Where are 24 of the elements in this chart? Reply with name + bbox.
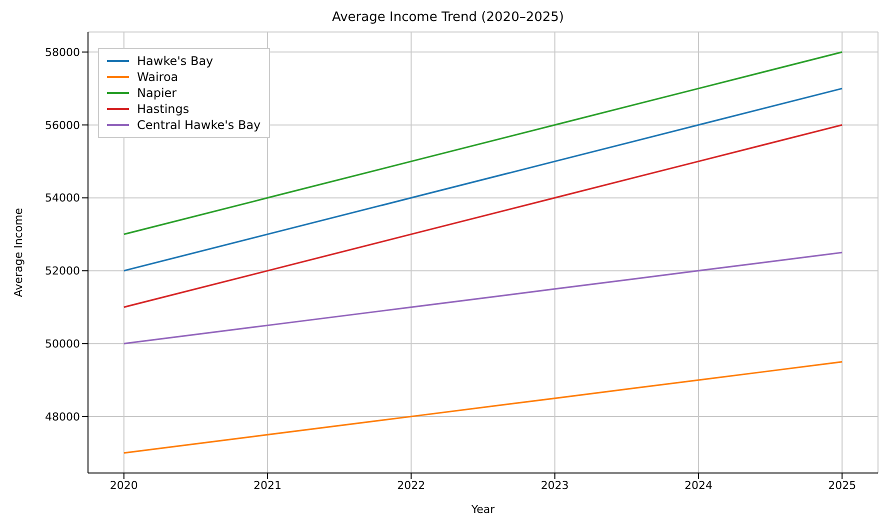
line-series bbox=[123, 88, 843, 272]
line-series bbox=[123, 361, 843, 454]
x-tick-label: 2024 bbox=[684, 478, 712, 492]
line-series bbox=[123, 51, 843, 236]
x-tick-label: 2021 bbox=[254, 478, 282, 492]
legend-label: Central Hawke's Bay bbox=[137, 117, 261, 133]
y-tick-label: 56000 bbox=[45, 118, 80, 132]
legend-label: Wairoa bbox=[137, 69, 178, 85]
y-tick-label: 50000 bbox=[45, 338, 80, 351]
y-tick-label: 48000 bbox=[45, 410, 80, 424]
y-tick-label: 58000 bbox=[45, 46, 80, 59]
legend-label: Napier bbox=[137, 85, 177, 101]
y-tick-label: 52000 bbox=[45, 264, 80, 278]
y-tick-label: 54000 bbox=[45, 192, 80, 205]
legend-label: Hastings bbox=[137, 101, 190, 117]
x-axis-title: Year bbox=[470, 503, 496, 516]
x-tick-label: 2022 bbox=[397, 478, 426, 492]
x-tick-label: 2020 bbox=[110, 478, 138, 492]
chart-title: Average Income Trend (2020–2025) bbox=[330, 10, 565, 25]
y-axis-title: Average Income bbox=[12, 208, 25, 298]
x-tick-label: 2023 bbox=[540, 478, 569, 492]
line-series bbox=[123, 252, 843, 344]
legend-label: Hawke's Bay bbox=[137, 53, 214, 69]
x-tick-label: 2025 bbox=[828, 478, 856, 492]
